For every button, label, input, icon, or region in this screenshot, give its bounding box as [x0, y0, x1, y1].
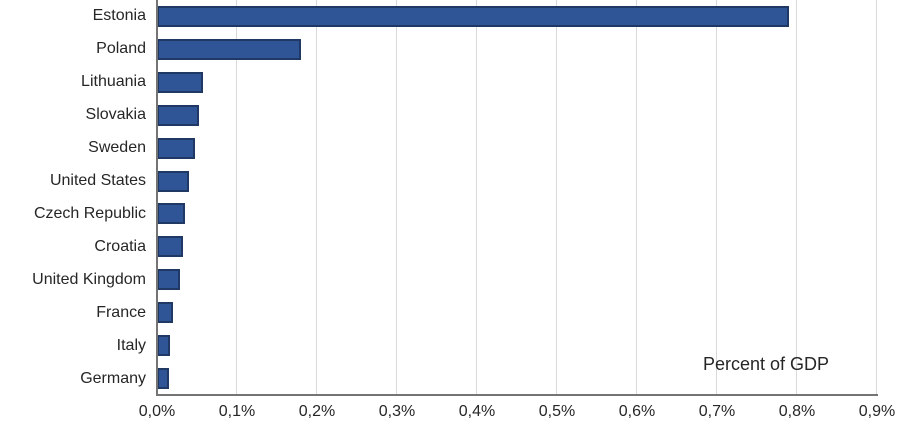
- x-tick-label: 0,9%: [858, 403, 896, 420]
- x-tick-label: 0,7%: [698, 403, 736, 420]
- y-axis-line: [156, 0, 158, 396]
- plot-area: Percent of GDP: [157, 0, 877, 395]
- gridline: [316, 0, 317, 395]
- category-label: Germany: [80, 369, 146, 387]
- x-tick-label: 0,4%: [458, 403, 496, 420]
- bar-united-kingdom: [157, 269, 181, 291]
- gridline: [636, 0, 637, 395]
- x-tick-label: 0,0%: [138, 403, 176, 420]
- bar-czech-republic: [157, 203, 185, 225]
- gridline: [396, 0, 397, 395]
- gridline: [876, 0, 877, 395]
- category-label: United States: [49, 172, 146, 190]
- x-tick-label: 0,1%: [218, 403, 256, 420]
- category-label: Croatia: [94, 237, 146, 255]
- category-label: United Kingdom: [32, 270, 146, 288]
- bar-sweden: [157, 137, 195, 159]
- bar-croatia: [157, 236, 184, 258]
- category-label: Sweden: [88, 139, 146, 157]
- category-label: France: [96, 303, 146, 321]
- bar-germany: [157, 368, 169, 390]
- category-label: Czech Republic: [33, 204, 146, 222]
- x-axis-line: [156, 394, 878, 396]
- bar-italy: [157, 335, 170, 357]
- category-label: Italy: [116, 336, 146, 354]
- x-tick-label: 0,6%: [618, 403, 656, 420]
- gridline: [236, 0, 237, 395]
- category-label: Poland: [96, 40, 146, 58]
- bar-poland: [157, 38, 301, 60]
- bar-estonia: [157, 5, 789, 27]
- bar-lithuania: [157, 71, 203, 93]
- bar-slovakia: [157, 104, 199, 126]
- x-tick-label: 0,2%: [298, 403, 336, 420]
- gridline: [796, 0, 797, 395]
- x-tick-label: 0,5%: [538, 403, 576, 420]
- gridline: [716, 0, 717, 395]
- category-label: Lithuania: [81, 73, 146, 91]
- x-tick-label: 0,8%: [778, 403, 816, 420]
- axis-unit-annotation: Percent of GDP: [702, 354, 829, 374]
- category-label: Slovakia: [85, 106, 146, 124]
- gridline: [556, 0, 557, 395]
- gridline: [476, 0, 477, 395]
- category-label: Estonia: [92, 7, 146, 25]
- bar-united-states: [157, 170, 189, 192]
- x-axis-tick-labels: 0,0% 0,1% 0,2% 0,3% 0,4% 0,5% 0,6% 0,7% 0,8% 0,9%: [0, 403, 901, 427]
- x-tick-label: 0,3%: [378, 403, 416, 420]
- bar-france: [157, 302, 173, 324]
